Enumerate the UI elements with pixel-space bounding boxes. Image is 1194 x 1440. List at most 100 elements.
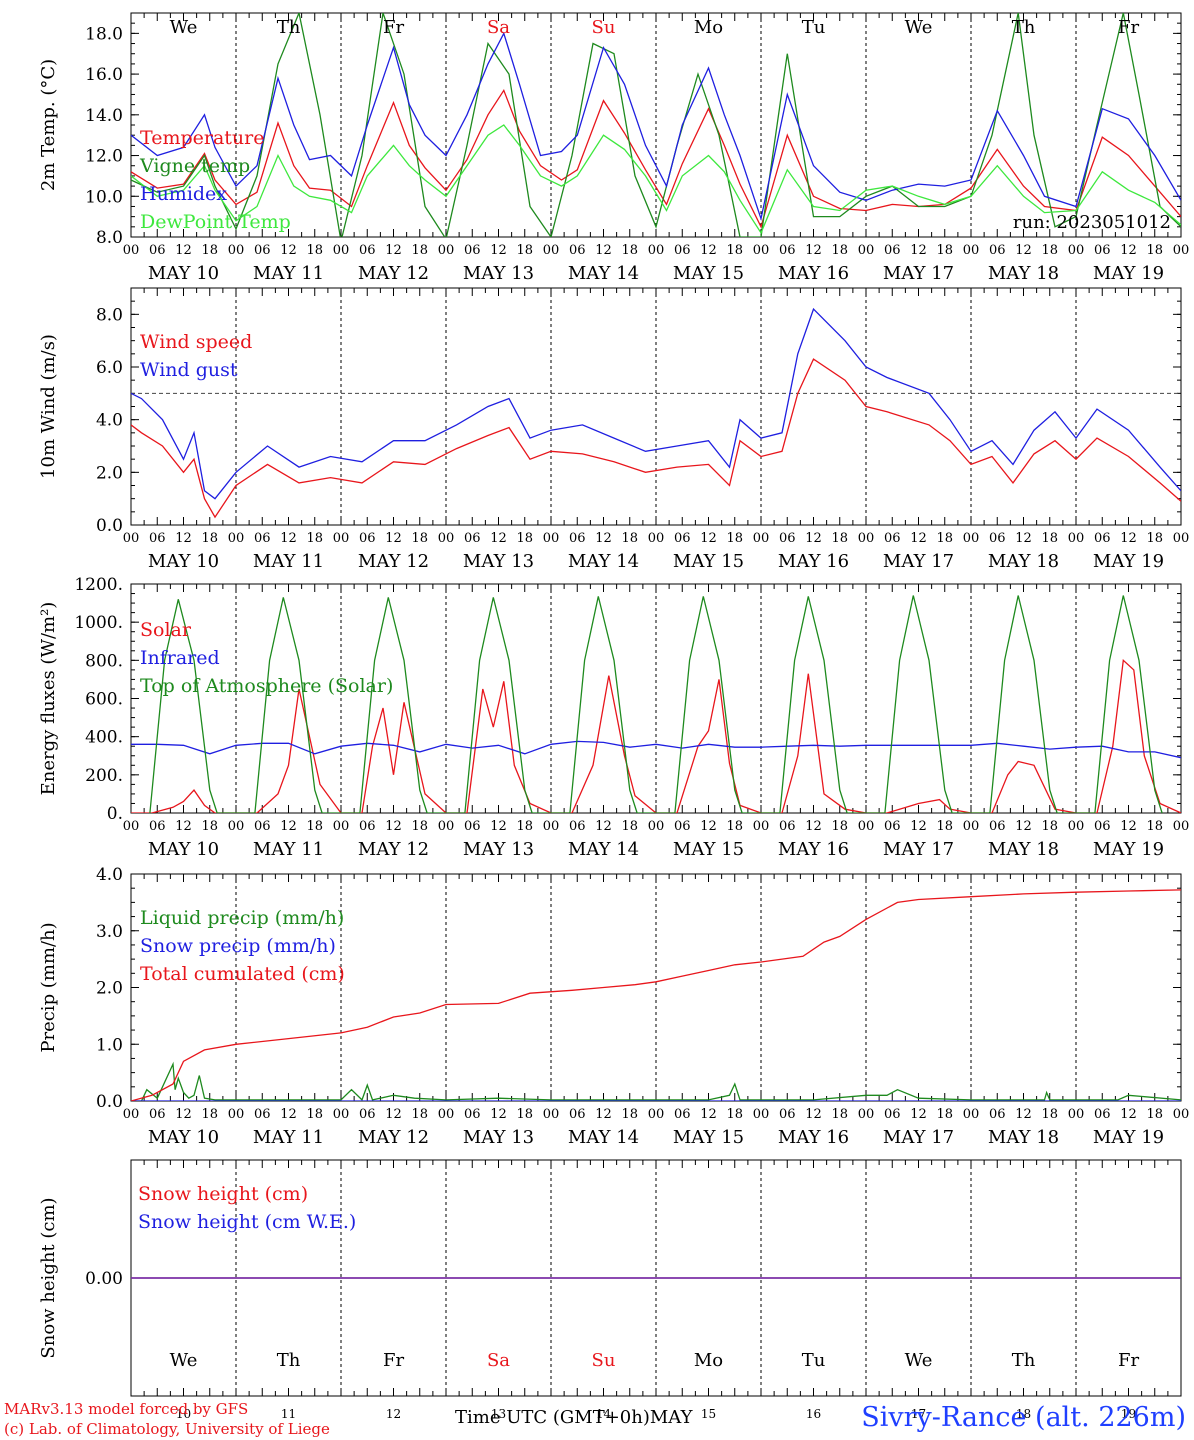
hour-tick-label: 12 <box>385 819 402 834</box>
day-number-label: 17 <box>911 1407 926 1421</box>
y-tick-label: 18.0 <box>85 24 123 44</box>
series-top-of-atmosphere-solar <box>149 595 1163 813</box>
hour-tick-label: 06 <box>569 1107 586 1122</box>
y-axis-label: Snow height (cm) <box>38 1197 59 1358</box>
date-label: MAY 13 <box>463 1127 534 1148</box>
hour-tick-label: 06 <box>779 1107 796 1122</box>
model-credit-line2: (c) Lab. of Climatology, University of L… <box>4 1420 330 1438</box>
hour-tick-label: 00 <box>753 243 770 258</box>
hour-tick-label: 00 <box>963 243 980 258</box>
hour-tick-label: 00 <box>963 819 980 834</box>
hour-tick-label: 00 <box>1068 531 1085 546</box>
date-label: MAY 18 <box>988 263 1059 284</box>
legend-entry: Top of Atmosphere (Solar) <box>140 675 393 697</box>
hour-tick-label: 00 <box>858 1107 875 1122</box>
hour-tick-label: 00 <box>543 243 560 258</box>
hour-tick-label: 18 <box>516 1107 533 1122</box>
y-tick-label: 8.0 <box>96 228 123 248</box>
chart-panel-1: 8.0 10.0 12.0 14.0 16.0 18.0 2m Temp. (°C) Temp… <box>38 12 1190 284</box>
hour-tick-label: 18 <box>516 243 533 258</box>
hour-tick-label: 06 <box>254 531 271 546</box>
date-label: MAY 17 <box>883 839 954 860</box>
y-tick-label: 4.0 <box>96 865 123 885</box>
series-wind-gust <box>131 307 1181 500</box>
legend-entry: Snow height (cm) <box>138 1183 308 1205</box>
hour-tick-label: 00 <box>438 531 455 546</box>
hour-tick-label: 00 <box>123 819 140 834</box>
day-number-label: 16 <box>806 1407 821 1421</box>
hour-tick-label: 06 <box>359 1107 376 1122</box>
hour-tick-label: 00 <box>1068 1107 1085 1122</box>
series-solar <box>131 658 1181 813</box>
date-label: MAY 17 <box>883 1127 954 1148</box>
hour-tick-label: 00 <box>1173 243 1190 258</box>
y-tick-label: 0.0 <box>96 516 123 536</box>
date-label: MAY 16 <box>778 839 849 860</box>
hour-tick-label: 18 <box>936 1107 953 1122</box>
chart-panel-3: 0. 200. 400. 600. 800. 1000. 1200. Energy fluxe… <box>38 575 1189 860</box>
hour-tick-label: 12 <box>1120 243 1137 258</box>
hour-tick-label: 18 <box>201 531 218 546</box>
hour-tick-label: 12 <box>595 1107 612 1122</box>
hour-tick-label: 00 <box>333 243 350 258</box>
hour-tick-label: 12 <box>805 819 822 834</box>
hour-tick-label: 06 <box>254 819 271 834</box>
hour-tick-label: 00 <box>123 1107 140 1122</box>
weekday-label: Su <box>592 1350 616 1371</box>
day-number-label: 12 <box>386 1407 401 1421</box>
y-tick-label: 12.0 <box>85 147 123 167</box>
hour-tick-label: 12 <box>385 531 402 546</box>
y-axis-label: 2m Temp. (°C) <box>38 59 59 191</box>
time-axis-label: Time UTC (GMT+0h)MAY <box>455 1407 693 1428</box>
weekday-label: Th <box>1012 17 1036 38</box>
date-label: MAY 14 <box>568 1127 639 1148</box>
hour-tick-label: 06 <box>884 819 901 834</box>
hour-tick-label: 18 <box>516 531 533 546</box>
hour-tick-label: 06 <box>149 1107 166 1122</box>
date-label: MAY 13 <box>463 551 534 572</box>
hour-tick-label: 06 <box>884 531 901 546</box>
hour-tick-label: 18 <box>621 243 638 258</box>
date-label: MAY 14 <box>568 839 639 860</box>
y-tick-label: 4.0 <box>96 411 123 431</box>
date-label: MAY 18 <box>988 839 1059 860</box>
hour-tick-label: 06 <box>149 243 166 258</box>
date-label: MAY 15 <box>673 1127 744 1148</box>
hour-tick-label: 00 <box>963 1107 980 1122</box>
hour-tick-label: 00 <box>648 531 665 546</box>
date-label: MAY 11 <box>253 551 324 572</box>
weekday-label: Fr <box>383 17 404 38</box>
y-tick-label: 14.0 <box>85 106 123 126</box>
legend-entry: Solar <box>140 619 192 641</box>
y-tick-label: 800. <box>85 651 123 671</box>
hour-tick-label: 00 <box>438 819 455 834</box>
hour-tick-label: 18 <box>411 819 428 834</box>
hour-tick-label: 06 <box>989 819 1006 834</box>
hour-tick-label: 18 <box>831 1107 848 1122</box>
hour-tick-label: 06 <box>674 243 691 258</box>
station-name: Sivry-Rance (alt. 226m) <box>861 1402 1186 1433</box>
hour-tick-label: 18 <box>936 819 953 834</box>
date-label: MAY 19 <box>1093 263 1164 284</box>
hour-tick-label: 12 <box>1120 1107 1137 1122</box>
hour-tick-label: 06 <box>464 531 481 546</box>
series-total-cumulated-cm <box>131 889 1181 1101</box>
hour-tick-label: 00 <box>858 819 875 834</box>
hour-tick-label: 12 <box>280 1107 297 1122</box>
series-wind-speed <box>131 358 1181 519</box>
hour-tick-label: 06 <box>884 243 901 258</box>
y-axis-label: Energy fluxes (W/m²) <box>38 602 59 796</box>
day-number-label: 10 <box>176 1407 191 1421</box>
hour-tick-label: 00 <box>1173 531 1190 546</box>
hour-tick-label: 12 <box>910 1107 927 1122</box>
series-vigne-temp <box>131 13 1181 237</box>
date-label: MAY 18 <box>988 551 1059 572</box>
hour-tick-label: 18 <box>726 819 743 834</box>
legend-entry: Wind gust <box>140 359 238 381</box>
date-label: MAY 16 <box>778 1127 849 1148</box>
hour-tick-label: 00 <box>228 1107 245 1122</box>
hour-tick-label: 18 <box>726 1107 743 1122</box>
hour-tick-label: 18 <box>621 531 638 546</box>
weekday-label: We <box>170 17 198 38</box>
